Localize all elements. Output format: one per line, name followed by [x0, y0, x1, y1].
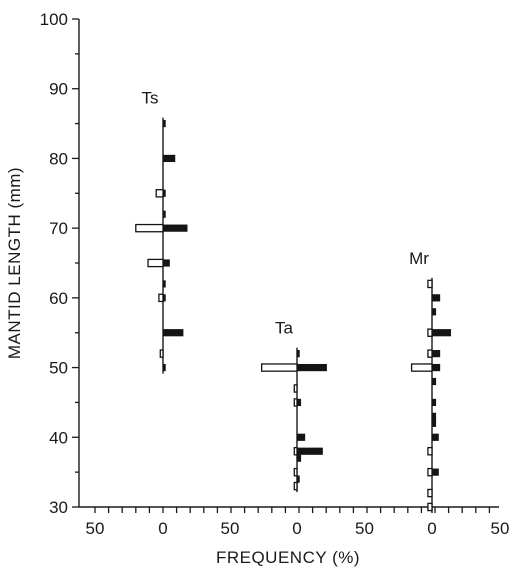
histogram-panels: Ts Ta Mr — [135, 89, 452, 513]
bar-open — [158, 293, 164, 303]
x-tick-label: 50 — [491, 519, 510, 538]
bar-open — [293, 398, 298, 407]
bar-filled — [163, 280, 166, 288]
bar-open — [293, 481, 298, 491]
bar-filled — [432, 398, 437, 407]
bar-filled — [432, 419, 437, 427]
y-tick-label: 90 — [49, 80, 68, 99]
bar-filled — [432, 308, 437, 316]
panel-label: Mr — [409, 249, 429, 268]
bar-filled — [432, 412, 437, 420]
bar-filled — [432, 433, 439, 441]
bar-open — [427, 467, 433, 477]
bar-open — [427, 446, 433, 456]
bar-open — [410, 363, 433, 372]
y-tick-label: 80 — [49, 149, 68, 168]
bar-filled — [163, 119, 166, 128]
bar-filled — [432, 294, 441, 302]
x-tick-label: 50 — [86, 519, 105, 538]
bar-open — [427, 502, 433, 512]
x-tick-label: 0 — [292, 519, 301, 538]
x-axis-title: FREQUENCY (%) — [216, 548, 360, 567]
bar-filled — [432, 350, 441, 358]
bar-filled — [163, 329, 184, 337]
panel-label: Ta — [275, 319, 294, 338]
bar-open — [427, 279, 433, 289]
bar-open — [427, 349, 433, 358]
bar-filled — [297, 454, 302, 462]
y-tick-label: 50 — [49, 359, 68, 378]
bar-filled — [163, 210, 166, 218]
y-tick-label: 60 — [49, 289, 68, 308]
bar-filled — [297, 398, 302, 407]
bar-filled — [297, 447, 323, 455]
bar-filled — [432, 468, 439, 476]
y-tick-label: 40 — [49, 428, 68, 447]
y-axis-ticks: 30 40 50 60 70 80 90 100 — [40, 10, 79, 517]
bar-open — [155, 189, 164, 198]
bar-filled — [432, 377, 437, 386]
x-axis-ticks: 50 0 50 0 50 0 50 — [86, 507, 510, 538]
bar-open — [427, 488, 433, 498]
y-axis-title: MANTID LENGTH (mm) — [5, 167, 24, 359]
bar-filled — [297, 350, 300, 358]
bar-filled — [163, 154, 176, 163]
x-tick-label: 50 — [355, 519, 374, 538]
bar-open — [159, 349, 164, 358]
bar-filled — [432, 363, 441, 372]
x-tick-label: 50 — [221, 519, 240, 538]
x-tick-label: 0 — [158, 519, 167, 538]
y-tick-label: 30 — [49, 498, 68, 517]
bar-filled — [432, 329, 452, 337]
bar-filled — [163, 259, 170, 267]
panel-label: Ts — [142, 89, 159, 108]
bar-filled — [297, 363, 327, 372]
bar-filled — [163, 224, 188, 232]
bar-open — [293, 384, 298, 393]
bar-filled — [163, 363, 166, 372]
bar-filled — [297, 475, 300, 483]
bar-open — [427, 328, 433, 337]
y-tick-label: 70 — [49, 219, 68, 238]
bar-open — [293, 446, 298, 456]
bar-open — [260, 363, 298, 372]
x-tick-label: 0 — [427, 519, 436, 538]
bar-filled — [163, 294, 166, 302]
bar-open — [293, 467, 298, 477]
bar-filled — [297, 433, 306, 441]
y-tick-label: 100 — [40, 10, 68, 29]
bar-open — [147, 258, 164, 268]
bar-open — [135, 223, 164, 233]
bar-filled — [163, 189, 166, 197]
